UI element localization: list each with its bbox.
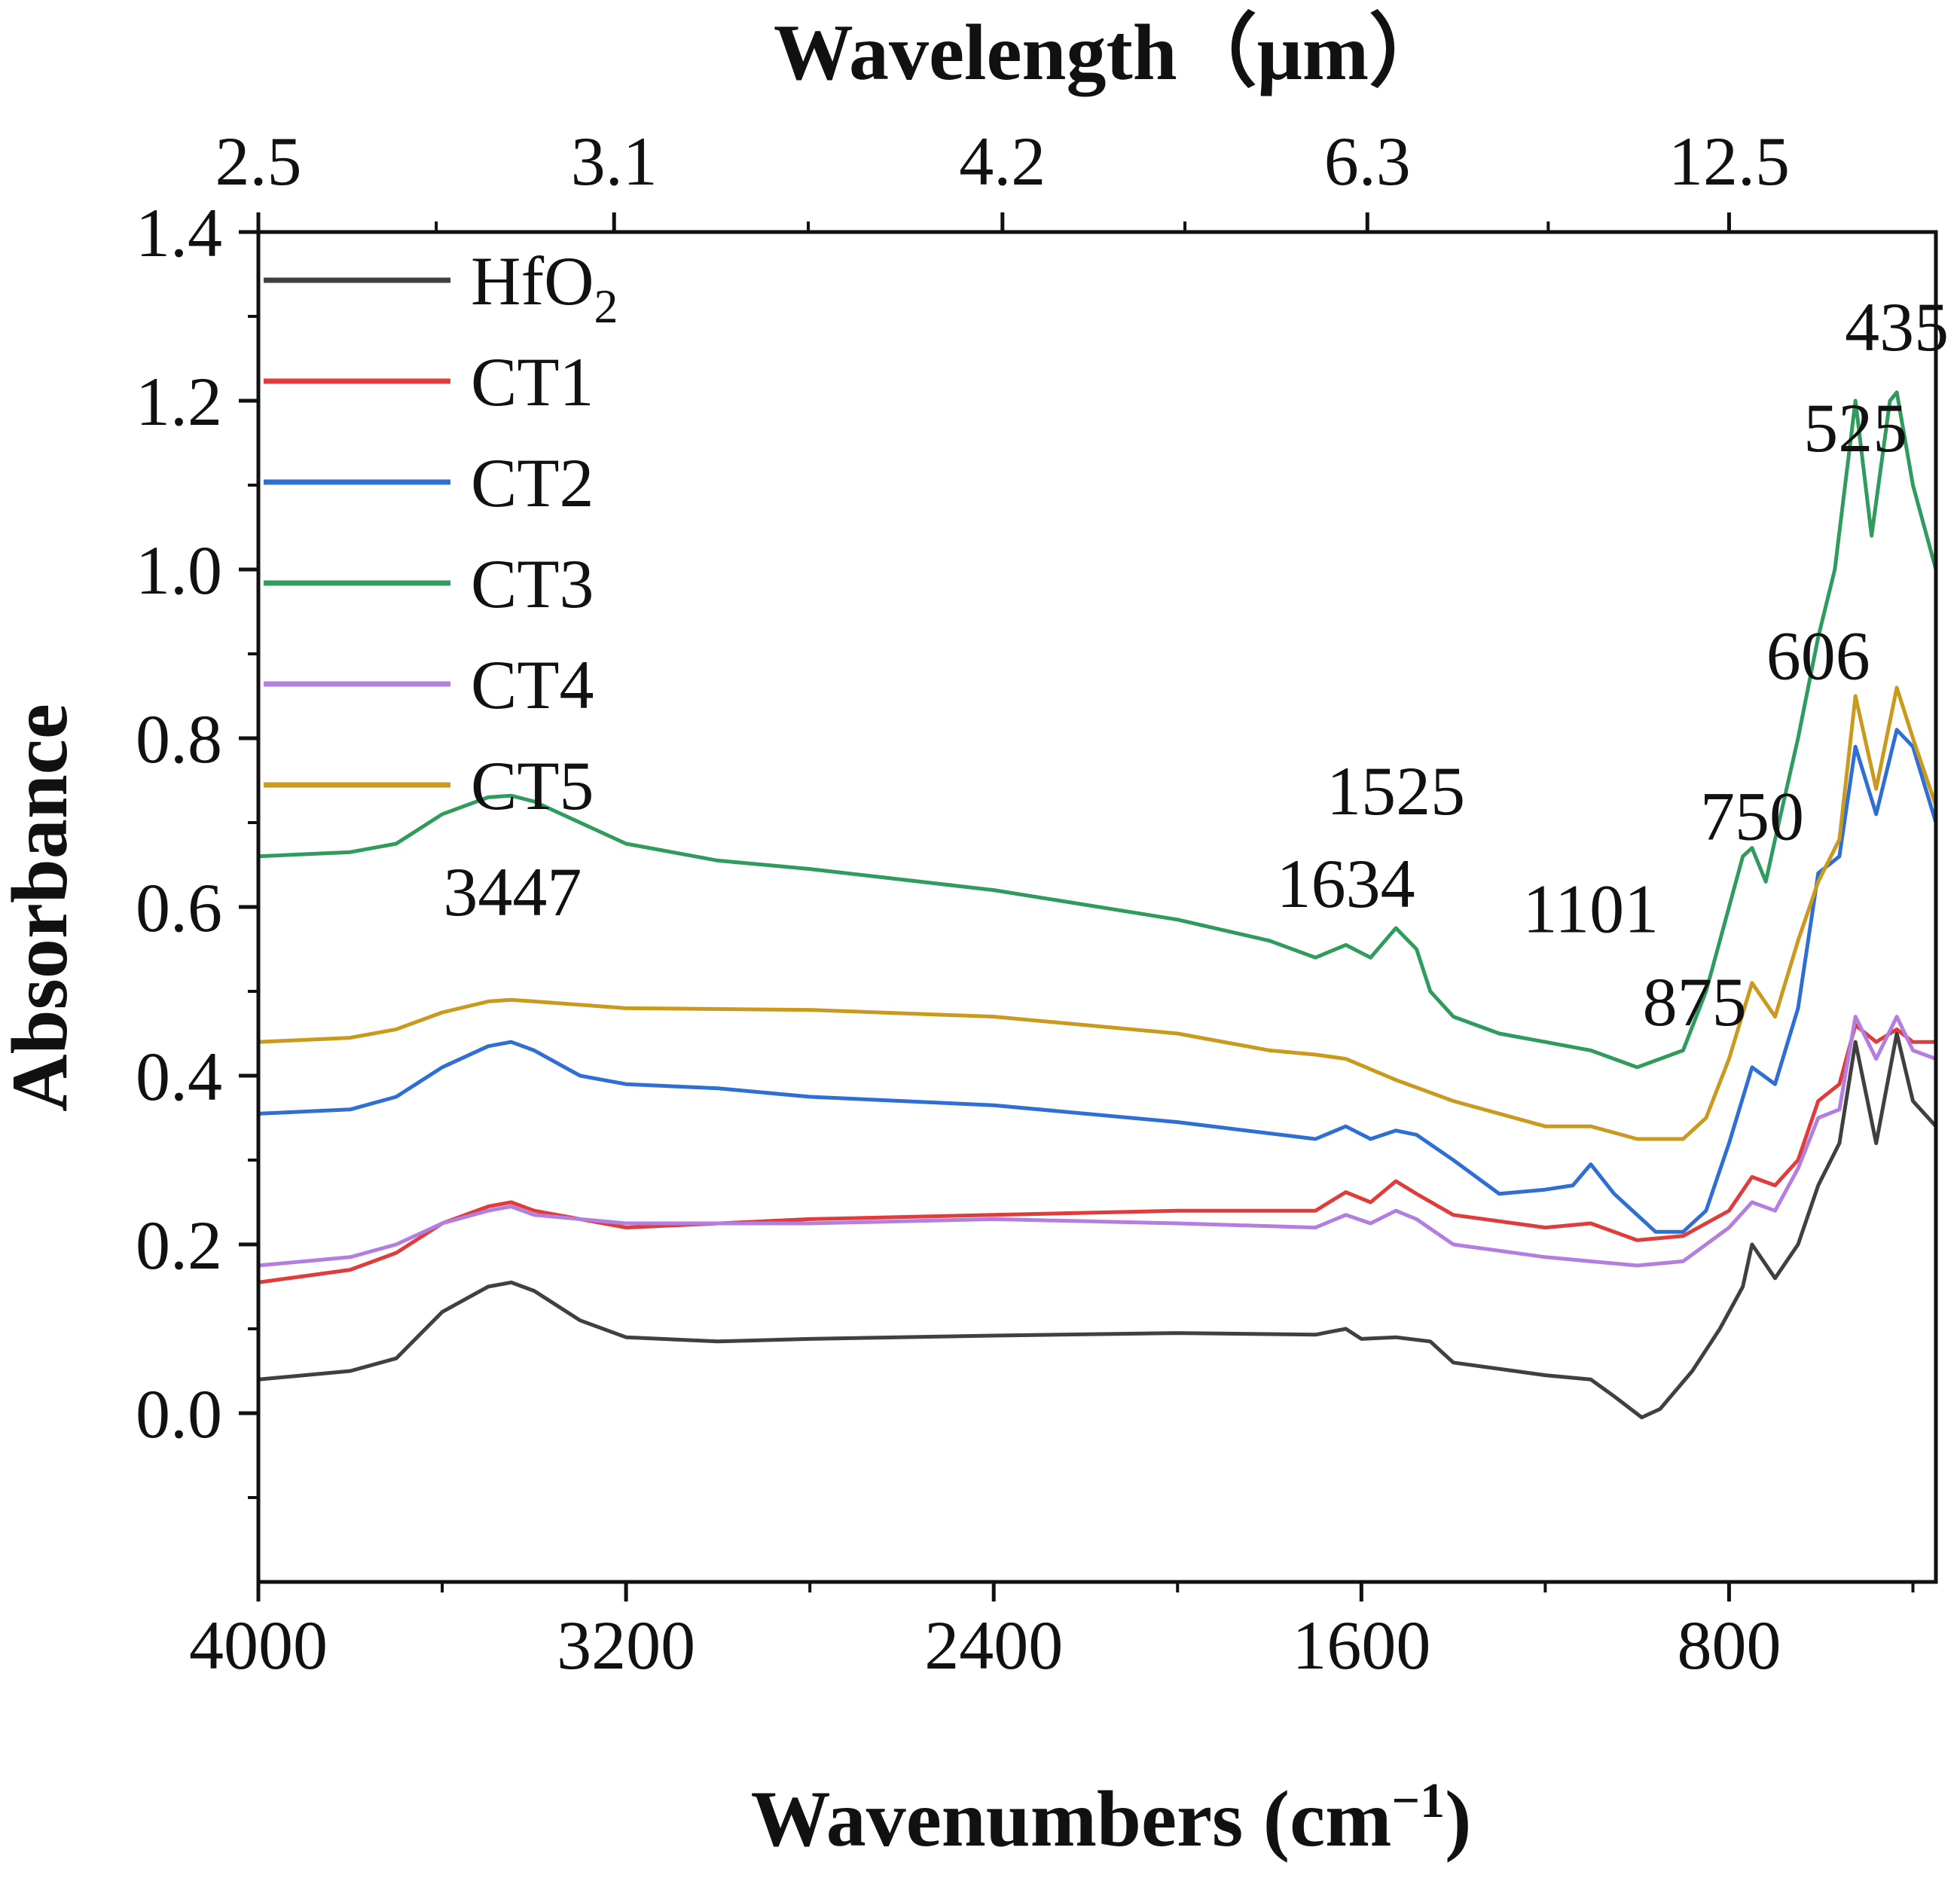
series-line-3 (258, 390, 1938, 1070)
legend-label-5: CT5 (471, 747, 594, 824)
legend-label-4: CT4 (471, 646, 594, 723)
legend-label-2: CT2 (471, 444, 594, 521)
peak-annotation: 606 (1766, 618, 1870, 695)
peak-annotation: 435 (1845, 289, 1949, 365)
peak-annotation: 3447 (443, 853, 582, 930)
peak-annotation: 1101 (1522, 871, 1659, 948)
x-tick-label: 800 (1677, 1607, 1781, 1684)
top-tick-label: 6.3 (1324, 123, 1411, 200)
legend-label-3: CT3 (471, 545, 594, 622)
series-line-1 (258, 1023, 1936, 1284)
top-tick-label: 12.5 (1668, 123, 1790, 200)
y-tick-label: 0.2 (136, 1207, 222, 1284)
x-axis-title-suffix: ) (1445, 1775, 1471, 1863)
legend-label-1: CT1 (471, 344, 594, 420)
top-tick-label: 2.5 (215, 123, 302, 200)
peak-annotation: 750 (1700, 777, 1804, 854)
x-axis-title-sup: −1 (1391, 1773, 1445, 1828)
y-axis-title: Absorbance (0, 704, 84, 1112)
legend-label-sub: 2 (594, 279, 618, 333)
y-tick-label: 0.0 (136, 1376, 222, 1452)
peak-annotation: 1525 (1327, 753, 1465, 829)
x-tick-label: 2400 (924, 1607, 1063, 1684)
legend: HfO2 CT1 CT2 CT3 CT4 CT5 (264, 243, 618, 824)
series-line-0 (258, 1031, 1937, 1420)
top-tick-label: 4.2 (959, 123, 1046, 200)
plot-series-group (258, 390, 1938, 1420)
y-tick-label: 1.2 (136, 363, 222, 440)
x-tick-label: 1600 (1292, 1607, 1430, 1684)
x-tick-label: 3200 (557, 1607, 695, 1684)
peak-annotation: 875 (1643, 963, 1747, 1040)
labels-group: 4000 3200 2400 1600 800 0.0 0.2 0.4 0.6 0.8 1.0 1.2… (0, 8, 1949, 1863)
x-tick-label: 4000 (189, 1607, 328, 1684)
series-line-5 (258, 686, 1938, 1141)
x-axis-title: Wavenumbers (cm−1) (751, 1773, 1472, 1863)
peak-annotation: 1634 (1277, 845, 1415, 922)
y-tick-label: 1.4 (136, 194, 222, 271)
y-tick-label: 0.4 (136, 1038, 222, 1115)
peak-annotation: 525 (1803, 389, 1907, 466)
top-tick-label: 3.1 (571, 123, 658, 200)
y-tick-label: 0.8 (136, 701, 222, 777)
y-tick-label: 1.0 (136, 532, 222, 609)
legend-label-0: HfO2 (471, 243, 618, 333)
axes-group (239, 212, 1938, 1602)
y-tick-label: 0.6 (136, 869, 222, 946)
series-line-4 (258, 1015, 1937, 1268)
top-axis-title: Wavelength（μm） (774, 8, 1449, 96)
